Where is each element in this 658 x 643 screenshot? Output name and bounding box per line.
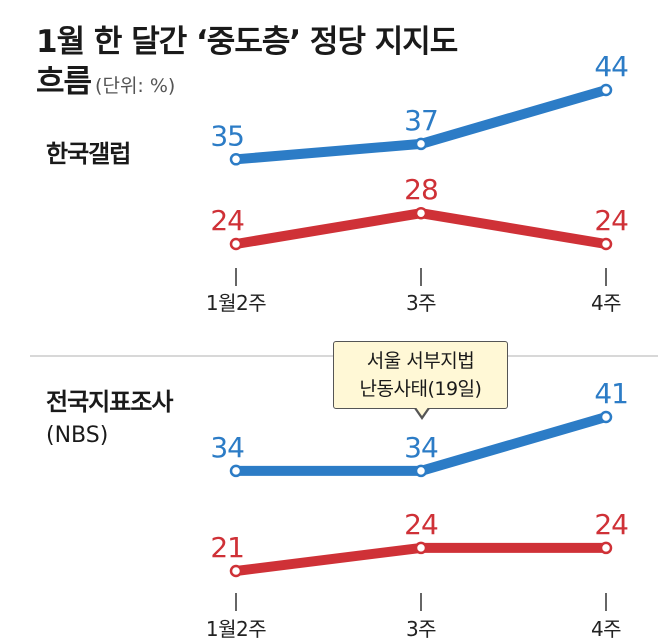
data-label: 41 [594,377,628,410]
data-point [599,410,613,424]
title-line1: 1월 한 달간 ‘중도층’ 정당 지지도 [36,24,458,60]
panel-1-label: 한국갤럽 [46,140,131,168]
data-label: 44 [594,50,628,83]
x-tick-label: 3주 [406,291,436,315]
x-tick-label: 1월2주 [206,617,266,641]
data-label: 24 [594,204,628,237]
x-tick-label: 3주 [406,617,436,641]
data-label: 24 [404,508,438,541]
unit-label: (단위: %) [95,75,176,97]
callout-tail-fill [415,406,429,416]
data-point [229,464,243,478]
data-point [599,237,613,251]
data-point [414,464,428,478]
data-point [414,137,428,151]
callout-line1: 서울 서부지법 [366,350,475,372]
data-point [229,564,243,578]
event-callout: 서울 서부지법 난동사태(19일) [333,341,508,409]
x-tick-label: 4주 [591,617,621,641]
data-point [414,206,428,220]
data-point [229,153,243,166]
panel-2-label: 전국지표조사 (NBS) [46,386,173,452]
data-point [414,541,428,555]
data-label: 21 [210,531,244,564]
panel-2-subtitle: (NBS) [46,423,109,448]
data-label: 24 [594,508,628,541]
data-label: 34 [404,431,438,464]
data-point [599,83,613,97]
data-label: 35 [210,119,244,152]
x-tick-label: 4주 [591,291,621,315]
x-tick-label: 1월2주 [206,291,266,315]
panel-2-title: 전국지표조사 [46,388,173,416]
data-label: 28 [404,173,438,206]
data-label: 37 [404,104,438,137]
data-point [229,237,243,251]
title-line2: 흐름 [36,64,92,100]
callout-line2: 난동사태(19일) [359,378,482,400]
data-label: 34 [210,431,244,464]
chart-title: 1월 한 달간 ‘중도층’ 정당 지지도 흐름 (단위: %) [36,22,458,106]
data-point [599,541,613,555]
data-label: 24 [210,204,244,237]
